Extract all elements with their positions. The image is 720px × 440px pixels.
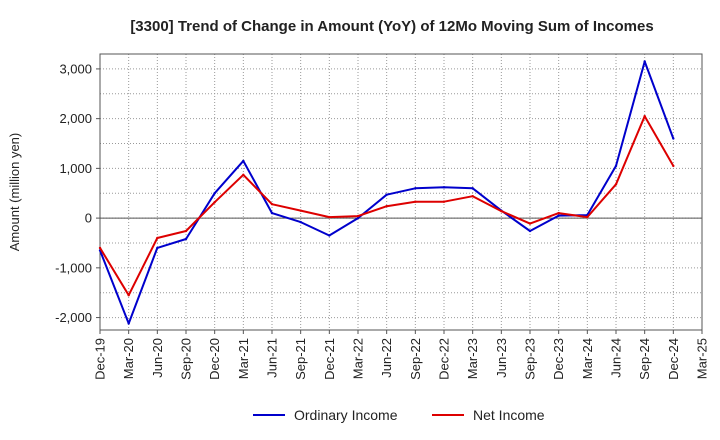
x-tick-label: Sep-21 xyxy=(293,338,308,380)
net-income-point xyxy=(156,236,159,240)
x-tick-label: Dec-24 xyxy=(666,338,681,380)
net-income-point xyxy=(500,209,503,213)
x-tick-label: Sep-24 xyxy=(637,338,652,380)
x-tick-label: Mar-22 xyxy=(351,338,366,379)
y-tick-label: 2,000 xyxy=(59,111,92,126)
x-tick-label: Mar-21 xyxy=(236,338,251,379)
legend: Ordinary Income Net Income xyxy=(253,407,545,423)
net-income-point xyxy=(528,222,532,225)
net-income-point xyxy=(242,173,245,177)
x-tick-label: Jun-20 xyxy=(150,338,165,378)
net-income-point xyxy=(270,202,274,206)
ordinary-income-point xyxy=(528,229,532,233)
x-tick-label: Sep-23 xyxy=(523,338,538,380)
net-income-point xyxy=(213,200,216,204)
y-tick-label: 3,000 xyxy=(59,61,92,76)
ordinary-income-point xyxy=(385,193,388,196)
ordinary-income-point xyxy=(127,322,130,325)
legend-label-ordinary-income: Ordinary Income xyxy=(294,407,398,423)
legend-label-net-income: Net Income xyxy=(473,407,545,423)
net-income-point xyxy=(356,214,360,218)
net-income-point xyxy=(127,293,130,297)
x-tick-label: Sep-22 xyxy=(408,338,423,380)
ordinary-income-point xyxy=(557,214,560,217)
net-income-point xyxy=(471,195,474,198)
net-income-point xyxy=(385,204,388,208)
net-income-point xyxy=(299,209,302,212)
ordinary-income-point xyxy=(672,137,675,140)
x-tick-label: Dec-23 xyxy=(551,338,566,380)
y-tick-label: 1,000 xyxy=(59,161,92,176)
net-income-point xyxy=(586,215,589,219)
net-income-point xyxy=(184,229,188,233)
ordinary-income-point xyxy=(213,192,216,195)
net-income-point xyxy=(98,246,102,250)
axis-layer: -2,000 -1,000 0 1,000 2,000 3,000 Dec-19 Mar-20… xyxy=(55,53,710,380)
x-tick-label: Dec-20 xyxy=(207,338,222,380)
x-tick-label: Jun-22 xyxy=(379,338,394,378)
ordinary-income-point xyxy=(643,60,646,63)
x-tick-label: Jun-24 xyxy=(609,338,624,378)
ordinary-income-point xyxy=(242,159,245,163)
ordinary-income-point xyxy=(471,187,474,190)
x-tick-label: Jun-21 xyxy=(265,338,280,378)
ordinary-income-point xyxy=(414,187,417,190)
net-income-point xyxy=(557,211,560,215)
x-tick-label: Jun-23 xyxy=(494,338,509,378)
net-income-point xyxy=(672,164,675,168)
ordinary-income-point xyxy=(156,246,159,250)
ordinary-income-point xyxy=(328,234,331,237)
x-tick-label: Mar-23 xyxy=(465,338,480,379)
ordinary-income-point xyxy=(299,220,302,224)
net-income-point xyxy=(643,114,646,118)
series-layer xyxy=(98,60,675,325)
chart-title: [3300] Trend of Change in Amount (YoY) o… xyxy=(130,18,653,35)
x-tick-label: Dec-19 xyxy=(93,338,108,380)
ordinary-income-point xyxy=(270,211,274,215)
x-tick-label: Dec-21 xyxy=(322,338,337,380)
net-income-point xyxy=(414,200,417,203)
plot-frame xyxy=(99,53,703,331)
net-income-point xyxy=(328,215,331,219)
x-tick-label: Dec-22 xyxy=(437,338,452,380)
x-tick-label: Mar-20 xyxy=(121,338,136,379)
ordinary-income-point xyxy=(184,237,188,241)
x-tick-label: Mar-25 xyxy=(695,338,710,379)
x-tick-label: Mar-24 xyxy=(580,338,595,379)
ordinary-income-point xyxy=(356,216,360,220)
net-income-point xyxy=(614,183,618,186)
y-tick-label: -2,000 xyxy=(55,310,92,325)
y-axis-title: Amount (million yen) xyxy=(7,133,22,252)
net-income-point xyxy=(442,200,446,203)
x-tick-label: Sep-20 xyxy=(179,338,194,380)
y-tick-label: 0 xyxy=(85,211,92,226)
y-tick-label: -1,000 xyxy=(55,260,92,275)
ordinary-income-point xyxy=(614,164,618,168)
ordinary-income-point xyxy=(442,186,446,189)
